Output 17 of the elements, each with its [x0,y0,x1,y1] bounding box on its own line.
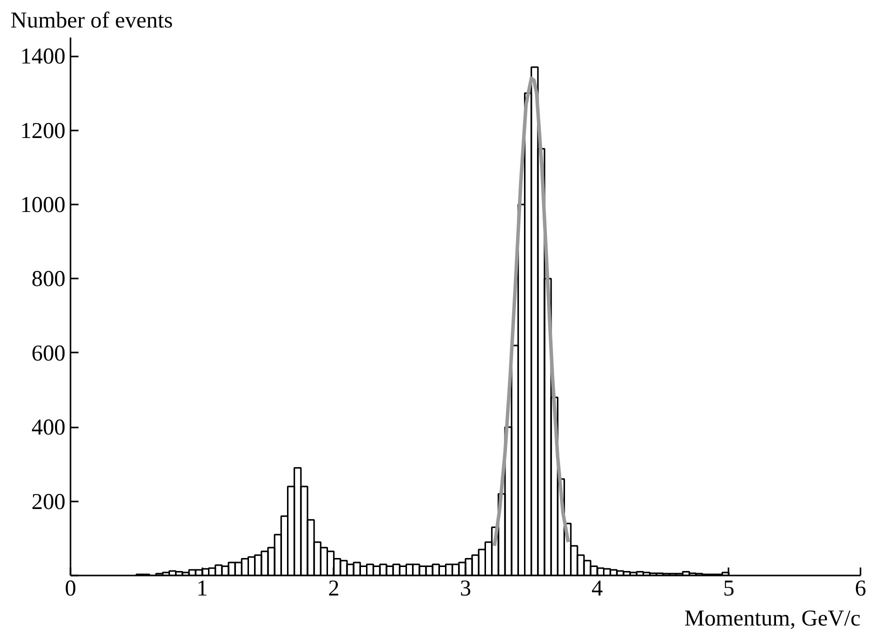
x-axis-title: Momentum, GeV/c [684,606,861,630]
y-tick-label: 1400 [20,44,66,69]
y-tick-label: 600 [32,340,66,366]
y-tick-label: 200 [32,488,66,514]
x-tick-label: 5 [723,576,734,600]
x-tick-label: 0 [64,576,76,600]
x-tick-label: 6 [854,576,866,600]
y-tick-label: 1200 [20,118,66,143]
y-tick-label: 1000 [20,192,66,217]
y-tick-label: 400 [32,414,66,440]
x-tick-label: 1 [196,576,208,600]
x-tick-label: 2 [328,576,340,600]
line-series [492,76,570,548]
y-tick-label: 800 [32,266,66,292]
x-tick-label: 3 [460,576,472,600]
x-tick-label: 4 [592,576,603,600]
y-axis-title: Number of events [10,8,173,32]
